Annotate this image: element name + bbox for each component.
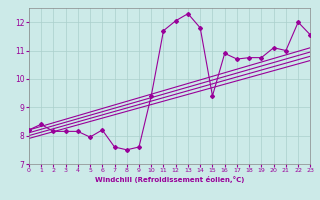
X-axis label: Windchill (Refroidissement éolien,°C): Windchill (Refroidissement éolien,°C) [95, 176, 244, 183]
